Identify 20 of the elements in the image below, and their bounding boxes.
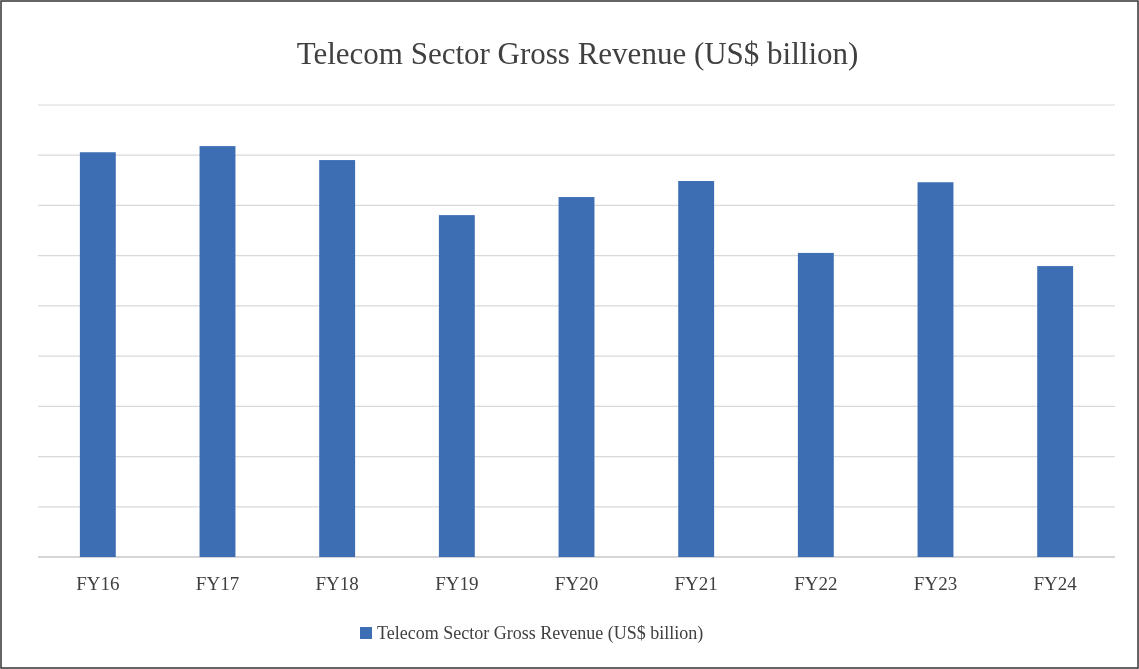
x-tick-label: FY23 [913,573,958,594]
bar [1037,266,1074,557]
x-tick-label: FY18 [315,573,359,594]
x-tick-label: FY22 [794,573,838,594]
bar [917,182,954,557]
bar [79,152,116,557]
bar [438,215,475,557]
x-tick-label: FY20 [554,573,599,594]
legend-label: Telecom Sector Gross Revenue (US$ billion) [377,623,704,644]
bar [199,146,236,557]
x-tick-label: FY24 [1033,573,1078,594]
bar [558,197,595,557]
x-tick-label: FY19 [435,573,479,594]
bar [797,252,834,557]
x-tick-label: FY17 [195,573,240,594]
chart-title: Telecom Sector Gross Revenue (US$ billion) [296,36,859,71]
bar [319,160,356,557]
x-tick-label: FY16 [76,573,120,594]
x-tick-label: FY21 [674,573,718,594]
bar [678,181,715,557]
